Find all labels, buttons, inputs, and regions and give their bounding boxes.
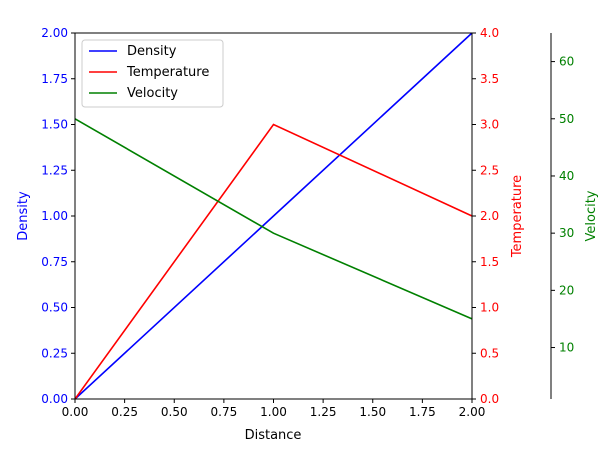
x-tick-label: 0.75 xyxy=(211,405,238,419)
temperature-tick-label: 4.0 xyxy=(480,26,499,40)
density-axis-label: Density xyxy=(16,191,31,241)
temperature-tick-label: 3.0 xyxy=(480,118,499,132)
x-tick-label: 0.25 xyxy=(111,405,138,419)
series-line-temperature xyxy=(74,123,473,400)
temperature-tick-label: 2.5 xyxy=(480,163,499,177)
legend: Density Temperature Velocity xyxy=(81,39,224,108)
plot-lines xyxy=(74,32,473,400)
temperature-tick-label: 2.0 xyxy=(480,209,499,223)
x-tick-label: 2.00 xyxy=(459,405,486,419)
x-axis-label: Distance xyxy=(245,428,302,443)
density-tick-label: 0.00 xyxy=(41,392,68,406)
temperature-tick-label: 3.5 xyxy=(480,72,499,86)
legend-box xyxy=(81,39,224,108)
density-tick-label: 1.75 xyxy=(41,72,68,86)
density-tick-label: 2.00 xyxy=(41,26,68,40)
density-tick-label: 0.50 xyxy=(41,301,68,315)
velocity-tick-label: 50 xyxy=(559,112,574,126)
velocity-tick-label: 30 xyxy=(559,226,574,240)
velocity-tick-label: 20 xyxy=(559,283,574,297)
velocity-tick-label: 10 xyxy=(559,341,574,355)
legend-items: Density Temperature Velocity xyxy=(89,44,209,101)
series-line-density xyxy=(74,32,473,400)
density-tick-label: 0.75 xyxy=(41,255,68,269)
density-tick-label: 1.25 xyxy=(41,163,68,177)
x-tick-label: 1.50 xyxy=(359,405,386,419)
velocity-axis-label: Velocity xyxy=(584,190,599,241)
x-tick-label: 1.25 xyxy=(310,405,337,419)
density-tick-label: 0.25 xyxy=(41,346,68,360)
legend-label-density: Density xyxy=(127,44,177,59)
x-tick-label: 0.50 xyxy=(161,405,188,419)
temperature-axis-label: Temperature xyxy=(510,175,525,258)
legend-label-velocity: Velocity xyxy=(127,86,178,101)
series-line-velocity xyxy=(74,118,473,320)
x-tick-label: 1.00 xyxy=(260,405,287,419)
temperature-tick-label: 0.0 xyxy=(480,392,499,406)
density-tick-label: 1.50 xyxy=(41,118,68,132)
temperature-tick-label: 1.5 xyxy=(480,255,499,269)
velocity-axis: 10 20 30 40 50 60 xyxy=(550,33,574,399)
x-tick-label: 0.00 xyxy=(62,405,89,419)
legend-label-temperature: Temperature xyxy=(126,65,209,80)
temperature-tick-label: 0.5 xyxy=(480,346,499,360)
temperature-tick-label: 1.0 xyxy=(480,301,499,315)
density-axis: 0.00 0.25 0.50 0.75 1.00 1.25 1.50 1.75 2.00 xyxy=(41,26,75,406)
velocity-tick-label: 40 xyxy=(559,169,574,183)
temperature-axis: 0.0 0.5 1.0 1.5 2.0 2.5 3.0 3.5 4.0 xyxy=(472,26,499,406)
velocity-tick-label: 60 xyxy=(559,55,574,69)
x-tick-label: 1.75 xyxy=(409,405,436,419)
density-tick-label: 1.00 xyxy=(41,209,68,223)
x-axis: 0.00 0.25 0.50 0.75 1.00 1.25 1.50 1.75 2.00 xyxy=(62,399,486,419)
